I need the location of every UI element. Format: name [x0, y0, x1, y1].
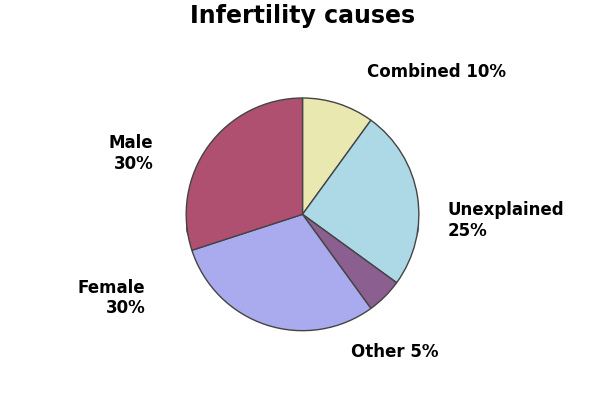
Polygon shape [302, 214, 371, 261]
Wedge shape [302, 214, 397, 309]
Polygon shape [371, 238, 397, 261]
Text: Female
30%: Female 30% [78, 279, 145, 318]
Polygon shape [186, 215, 192, 241]
Wedge shape [192, 214, 371, 331]
Polygon shape [302, 214, 371, 261]
Polygon shape [302, 214, 397, 252]
Polygon shape [302, 214, 397, 252]
Text: Combined 10%: Combined 10% [367, 63, 505, 81]
Ellipse shape [186, 187, 419, 269]
Text: Other 5%: Other 5% [351, 343, 439, 361]
Text: Male
30%: Male 30% [109, 134, 153, 173]
Polygon shape [192, 214, 302, 241]
Wedge shape [302, 120, 419, 283]
Polygon shape [192, 214, 302, 241]
Polygon shape [397, 215, 419, 252]
Wedge shape [302, 98, 371, 214]
Polygon shape [192, 227, 371, 269]
Wedge shape [186, 98, 302, 250]
Title: Infertility causes: Infertility causes [190, 4, 415, 28]
Text: Unexplained
25%: Unexplained 25% [448, 201, 565, 240]
